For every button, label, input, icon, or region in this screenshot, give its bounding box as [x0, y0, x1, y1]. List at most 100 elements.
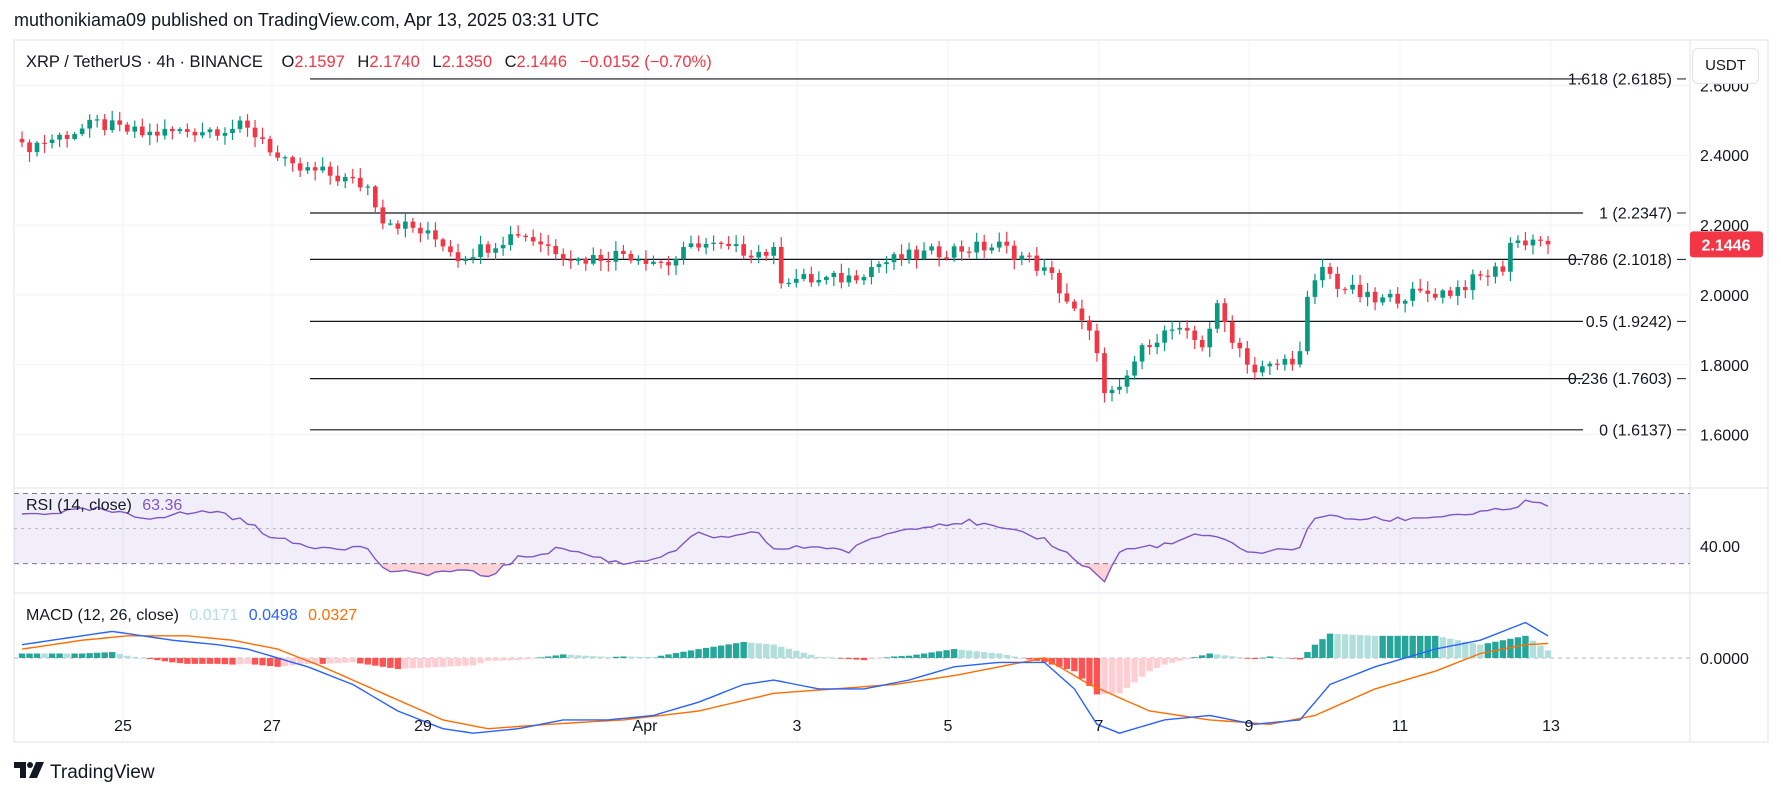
macd-histogram-bar [1477, 644, 1484, 658]
macd-histogram-bar [1183, 657, 1191, 660]
candle [756, 245, 762, 264]
candle [327, 161, 333, 185]
macd-histogram-bar [357, 657, 364, 664]
candle-body [1365, 291, 1370, 298]
candle [440, 237, 446, 252]
candle-body [1447, 290, 1453, 296]
macd-histogram-bar [402, 657, 409, 669]
candle-body [651, 261, 656, 264]
candle [230, 119, 235, 141]
macd-histogram-bar [1244, 657, 1251, 659]
candle [1094, 323, 1100, 362]
time-tick-label: 5 [944, 718, 953, 735]
candle [876, 261, 882, 273]
candle-body [433, 230, 438, 240]
candle [666, 256, 671, 276]
macd-histogram-bar [785, 648, 792, 658]
macd-histogram-bar [717, 645, 725, 658]
candle [49, 134, 55, 149]
macd-histogram-bar [1447, 638, 1454, 658]
rsi-legend[interactable]: RSI (14, close) 63.36 [26, 497, 182, 515]
macd-histogram-bar [492, 657, 499, 661]
candle-body [252, 127, 258, 138]
macd-histogram-bar [890, 656, 898, 658]
macd-histogram-bar [973, 651, 980, 658]
candle [508, 226, 513, 251]
candle [996, 232, 1002, 252]
candle [1350, 274, 1355, 294]
candle-body [778, 246, 784, 284]
candle [1455, 280, 1461, 306]
rsi-value: 63.36 [142, 497, 183, 514]
candle-body [1440, 290, 1446, 298]
tradingview-logo[interactable]: TradingView [14, 762, 155, 784]
macd-line-value: 0.0498 [248, 607, 298, 624]
macd-histogram-bar [1469, 643, 1477, 658]
macd-histogram-bar [109, 652, 116, 658]
candle [1072, 299, 1077, 312]
candle-body [1455, 287, 1461, 296]
tradingview-logo-icon [14, 762, 44, 784]
last-price-badge [1690, 231, 1763, 258]
candle-body [34, 142, 40, 153]
macd-histogram-bar [432, 657, 439, 668]
candle-body [245, 120, 250, 128]
candle-body [478, 244, 483, 258]
fib-level-label: 0.786 (2.1018) [1568, 252, 1672, 269]
candle-body [590, 254, 596, 264]
candle-body [733, 244, 739, 247]
candle-body [696, 243, 701, 248]
candle [177, 127, 183, 134]
macd-histogram-bar [1116, 657, 1123, 694]
candle [275, 145, 280, 161]
macd-histogram-bar [1071, 657, 1078, 672]
candle-body [1545, 240, 1551, 245]
macd-legend[interactable]: MACD (12, 26, close) 0.0171 0.0498 0.032… [26, 607, 357, 625]
macd-histogram-bar [800, 652, 807, 658]
candle-body [560, 254, 566, 260]
macd-histogram-bar [296, 657, 304, 665]
macd-histogram-bar [560, 654, 567, 658]
candle-body [801, 274, 807, 279]
candle [568, 250, 574, 269]
candle-body [365, 186, 371, 188]
candle-body [57, 134, 62, 140]
time-tick-label: 27 [263, 718, 281, 735]
macd-histogram-bar [1379, 635, 1386, 658]
candle [1034, 247, 1040, 276]
candle [72, 131, 77, 141]
fib-level-label: 1 (2.2347) [1599, 205, 1672, 222]
macd-histogram-bar [582, 655, 589, 658]
macd-histogram-bar [184, 657, 191, 664]
candle [1147, 339, 1152, 355]
macd-histogram-bar [214, 657, 221, 664]
candle [658, 259, 664, 269]
candle [1320, 258, 1325, 288]
low-value: 2.1350 [441, 53, 493, 71]
candle [418, 222, 423, 243]
candle-body [448, 246, 453, 253]
high-label: H [357, 53, 370, 71]
candle-body [951, 246, 957, 258]
candle-body [207, 129, 213, 133]
macd-signal-line [21, 635, 1549, 730]
candle-body [500, 244, 506, 249]
currency-button[interactable]: USDT [1692, 48, 1759, 84]
macd-histogram-bar [169, 657, 176, 663]
macd-histogram-bar [1048, 657, 1056, 665]
macd-histogram-bar [289, 657, 296, 666]
macd-histogram-bar [665, 654, 672, 658]
candle-body [222, 133, 228, 136]
candle [320, 157, 326, 173]
macd-histogram-bar [1364, 635, 1371, 658]
candle [1312, 273, 1318, 304]
macd-histogram-bar [1123, 657, 1131, 688]
macd-histogram-bar [1296, 657, 1304, 660]
candle [1402, 299, 1408, 313]
macd-histogram-bar [710, 646, 717, 658]
macd-histogram-bar [1514, 637, 1522, 658]
candle-body [312, 167, 318, 171]
high-value: 2.1740 [369, 53, 420, 71]
candle [448, 240, 453, 257]
